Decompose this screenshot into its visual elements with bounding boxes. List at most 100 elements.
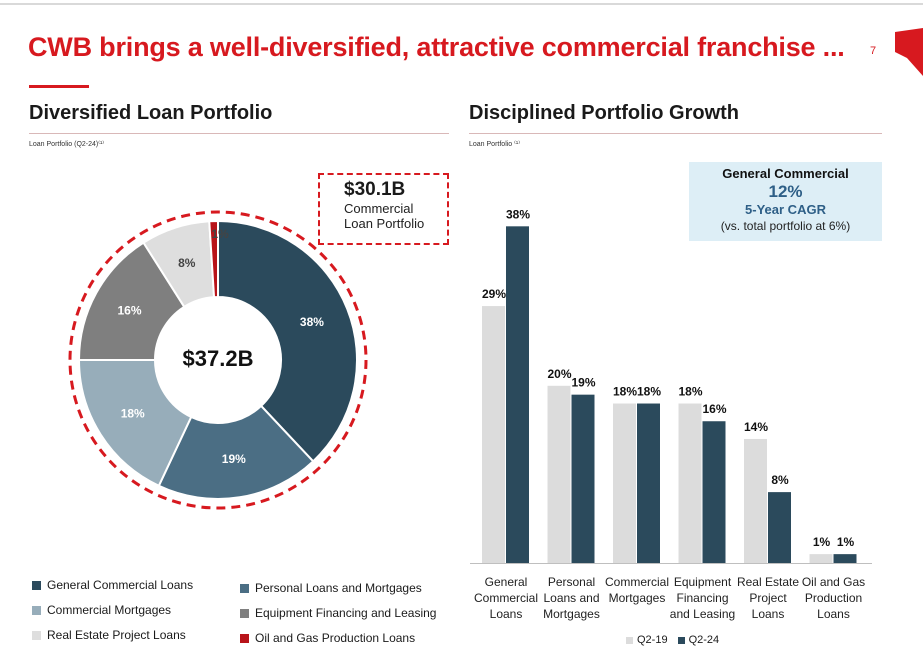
- bar-label-q2-19-oil-and-gas-production-loans: 1%: [813, 535, 831, 549]
- category-label-real-estate-project-loans: Real Estate Project Loans: [732, 574, 804, 622]
- legend-swatch: [32, 605, 41, 615]
- legend-item-real-estate-project-loans: Real Estate Project Loans: [32, 628, 186, 642]
- bar-q2-24-commercial-mortgages: [637, 403, 660, 563]
- legend-swatch: [32, 630, 41, 640]
- legend-item-general-commercial-loans: General Commercial Loans: [32, 578, 193, 592]
- bar-q2-19-equipment-financing-and-leasing: [678, 403, 702, 563]
- bar-legend: Q2-19 Q2-24: [626, 632, 719, 648]
- legend-swatch: [240, 583, 249, 593]
- category-label-line: and Leasing: [669, 607, 736, 621]
- callout-label-line2: Loan Portfolio: [344, 216, 425, 231]
- category-label-line: Loans: [817, 607, 850, 621]
- bar-label-q2-24-real-estate-project-loans: 8%: [771, 473, 789, 487]
- category-label-line: Mortgages: [608, 591, 666, 605]
- cagr-box: General Commercial 12% 5-Year CAGR (vs. …: [689, 162, 882, 241]
- bar-label-q2-19-general-commercial-loans: 29%: [482, 287, 506, 301]
- category-label-commercial-mortgages: Commercial Mortgages: [601, 574, 673, 606]
- category-label-line: Commercial: [604, 575, 669, 589]
- legend-label: Oil and Gas Production Loans: [255, 631, 416, 645]
- category-label-line: Project: [749, 591, 787, 605]
- donut-slice-equipment-financing-and-leasing: [77, 241, 186, 361]
- bar-q2-24-oil-and-gas-production-loans: [833, 554, 857, 563]
- legend-swatch: [677, 636, 685, 644]
- commercial-portfolio-callout: $30.1B Commercial Loan Portfolio: [318, 173, 449, 245]
- bar-label-q2-24-equipment-financing-and-leasing: 16%: [702, 402, 726, 416]
- bar-label-q2-24-commercial-mortgages: 18%: [637, 385, 661, 399]
- top-rule: [0, 3, 923, 5]
- category-label-line: Loans: [489, 607, 523, 621]
- bar-label-q2-19-equipment-financing-and-leasing: 18%: [678, 385, 702, 399]
- category-label-line: Oil and Gas: [801, 575, 866, 589]
- bar-q2-19-commercial-mortgages: [613, 403, 636, 563]
- legend-swatch: [240, 608, 249, 618]
- left-heading-rule: [29, 133, 449, 134]
- donut-chart: 38% 19% 18% 16% 8% 1% $37.2B: [68, 210, 368, 510]
- category-label-oil-and-gas-production-loans: Oil and Gas Production Loans: [798, 574, 870, 622]
- donut-label-commercial-mortgages: 18%: [121, 406, 145, 420]
- bar-legend-item-q2-24: Q2-24: [677, 632, 720, 648]
- bar-q2-19-oil-and-gas-production-loans: [809, 554, 833, 563]
- bar-q2-19-real-estate-project-loans: [744, 438, 767, 563]
- donut-slice-general-commercial-loans: [217, 219, 358, 463]
- category-label-line: Commercial: [473, 591, 538, 605]
- category-label-line: Loans and: [543, 591, 600, 605]
- category-label-line: General: [484, 575, 528, 589]
- legend-swatch: [240, 633, 249, 643]
- bar-q2-19-personal-loans-and-mortgages: [547, 385, 571, 563]
- bar-label-q2-19-personal-loans-and-mortgages: 20%: [547, 367, 571, 381]
- slide-title: CWB brings a well-diversified, attractiv…: [28, 32, 845, 62]
- bar-chart: 29%38%20%19%18% 18% 18%16%14%8%1% 1%: [470, 207, 872, 564]
- donut-label-real-estate-project-loans: 8%: [178, 256, 196, 270]
- category-label-line: Loans: [751, 607, 785, 621]
- bar-legend-item-q2-19: Q2-19: [626, 632, 668, 648]
- donut-slice-oil-and-gas-production-loans: [208, 219, 219, 299]
- corner-flag-icon: [895, 28, 923, 76]
- right-heading-rule: [469, 133, 882, 134]
- legend-label: Real Estate Project Loans: [47, 628, 186, 642]
- right-heading: Disciplined Portfolio Growth: [469, 102, 739, 124]
- callout-label-line1: Commercial: [344, 201, 414, 216]
- category-label-line: Financing: [676, 591, 729, 605]
- commercial-dashed-outline: [68, 210, 368, 510]
- donut-label-oil-and-gas-production-loans: 1%: [211, 227, 229, 241]
- category-label-line: Production: [804, 591, 863, 605]
- legend-item-personal-loans-and-mortgages: Personal Loans and Mortgages: [240, 581, 422, 595]
- category-label-line: Equipment: [673, 575, 732, 589]
- bar-label-q2-24-oil-and-gas-production-loans: 1%: [837, 535, 855, 549]
- donut-center-label: $37.2B: [183, 346, 254, 371]
- donut-label-equipment-financing-and-leasing: 16%: [117, 304, 141, 318]
- bar-label-q2-24-personal-loans-and-mortgages: 19%: [571, 376, 595, 390]
- bar-q2-24-real-estate-project-loans: [768, 492, 791, 563]
- callout-value: $30.1B: [344, 179, 406, 200]
- legend-label: Q2-24: [688, 634, 720, 646]
- category-label-general-commercial-loans: General Commercial Loans: [470, 574, 542, 622]
- donut-slice-personal-loans-and-mortgages: [157, 404, 315, 500]
- category-label-line: Personal: [547, 575, 596, 589]
- cagr-label: 5-Year CAGR: [745, 202, 826, 217]
- legend-item-oil-and-gas-production-loans: Oil and Gas Production Loans: [240, 631, 415, 645]
- legend-label: Q2-19: [637, 634, 668, 646]
- bar-q2-24-equipment-financing-and-leasing: [702, 421, 726, 563]
- cagr-title: General Commercial: [722, 166, 849, 181]
- cagr-value: 12%: [768, 182, 803, 201]
- cagr-note: (vs. total portfolio at 6%): [720, 219, 851, 233]
- legend-item-equipment-financing-and-leasing: Equipment Financing and Leasing: [240, 606, 436, 620]
- legend-item-commercial-mortgages: Commercial Mortgages: [32, 603, 171, 617]
- donut-label-general-commercial-loans: 38%: [300, 315, 324, 329]
- left-subtitle: Loan Portfolio (Q2-24)⁽¹⁾: [29, 141, 105, 148]
- bar-q2-24-personal-loans-and-mortgages: [571, 394, 595, 563]
- legend-swatch: [626, 636, 633, 644]
- category-label-personal-loans-and-mortgages: Personal Loans and Mortgages: [536, 574, 608, 622]
- bar-q2-19-general-commercial-loans: [482, 306, 505, 563]
- legend-label: General Commercial Loans: [47, 578, 194, 592]
- legend-label: Commercial Mortgages: [47, 603, 172, 617]
- legend-swatch: [32, 580, 41, 590]
- bar-category-labels: General Commercial Loans Personal Loans and M…: [470, 574, 880, 624]
- title-underline: [29, 85, 89, 88]
- bar-label-q2-19-commercial-mortgages: 18%: [613, 385, 637, 399]
- right-subtitle: Loan Portfolio ⁽¹⁾: [469, 141, 520, 148]
- category-label-line: Mortgages: [543, 607, 600, 621]
- bar-q2-24-general-commercial-loans: [506, 226, 529, 563]
- category-label-line: Real Estate: [736, 575, 800, 589]
- category-label-equipment-financing-and-leasing: Equipment Financing and Leasing: [667, 574, 739, 622]
